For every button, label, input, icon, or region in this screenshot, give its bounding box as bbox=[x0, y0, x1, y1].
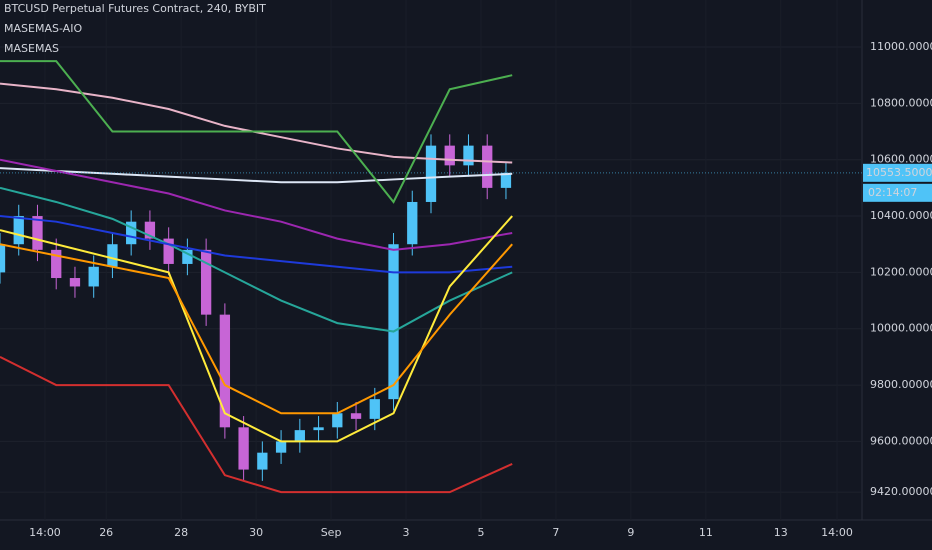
x-tick-label: Sep bbox=[321, 526, 342, 539]
x-tick-label: 26 bbox=[99, 526, 113, 539]
candle-body bbox=[238, 427, 249, 470]
candle-body bbox=[88, 266, 99, 287]
candle-body bbox=[126, 221, 137, 245]
candle-body bbox=[257, 452, 268, 470]
countdown: 02:14:07 bbox=[868, 186, 917, 199]
x-tick-label: 9 bbox=[627, 526, 634, 539]
x-tick-label: 14:00 bbox=[821, 526, 853, 539]
candle-body bbox=[107, 244, 118, 267]
candle-body bbox=[350, 413, 362, 419]
x-tick-label: 28 bbox=[174, 526, 188, 539]
candle-body bbox=[294, 430, 305, 442]
candle-body bbox=[313, 427, 324, 431]
last-price-label: 10553.50000000 bbox=[866, 166, 932, 179]
y-tick-label: 10200.00000000 bbox=[870, 265, 932, 278]
candle-body bbox=[200, 249, 212, 315]
y-tick-label: 9600.00000000 bbox=[870, 434, 932, 447]
candle-body bbox=[388, 244, 399, 400]
candle-body bbox=[0, 244, 6, 273]
indicator-line bbox=[0, 186, 513, 333]
indicator-line bbox=[0, 60, 513, 204]
indicator-label[interactable]: MASEMAS bbox=[4, 42, 59, 55]
countdown-badge bbox=[863, 183, 932, 202]
candle-body bbox=[332, 413, 343, 428]
x-tick-label: 30 bbox=[249, 526, 263, 539]
candle-body bbox=[32, 216, 43, 250]
y-tick-label: 10000.00000000 bbox=[870, 322, 932, 335]
x-tick-label: 11 bbox=[699, 526, 713, 539]
indicator-line bbox=[0, 215, 513, 274]
candle-body bbox=[51, 249, 62, 279]
indicator-label[interactable]: MASEMAS-AIO bbox=[4, 22, 82, 35]
price-badge bbox=[863, 163, 932, 182]
indicator-line bbox=[0, 243, 513, 415]
candle-body bbox=[275, 441, 287, 453]
candle-body bbox=[500, 172, 512, 188]
x-tick-label: 5 bbox=[477, 526, 484, 539]
y-tick-label: 10600.00000000 bbox=[870, 153, 932, 166]
chart-title: BTCUSD Perpetual Futures Contract, 240, … bbox=[4, 2, 266, 15]
y-tick-label: 9800.00000000 bbox=[870, 378, 932, 391]
candle-body bbox=[463, 145, 474, 166]
indicator-line bbox=[0, 158, 513, 251]
candle-body bbox=[144, 221, 156, 239]
candle-body bbox=[407, 201, 418, 245]
candle-body bbox=[425, 145, 437, 202]
candle-body bbox=[482, 145, 493, 188]
candle-body bbox=[369, 399, 380, 419]
candle-body bbox=[182, 249, 193, 264]
candle-body bbox=[69, 278, 81, 287]
y-tick-label: 11000.00000000 bbox=[870, 40, 932, 53]
candle-body bbox=[444, 145, 455, 166]
candle-body bbox=[13, 216, 24, 245]
y-tick-label: 9420.00000000 bbox=[870, 485, 932, 498]
y-tick-label: 10400.00000000 bbox=[870, 209, 932, 222]
x-tick-label: 14:00 bbox=[29, 526, 61, 539]
y-tick-label: 10800.00000000 bbox=[870, 96, 932, 109]
indicator-line bbox=[0, 356, 513, 494]
x-tick-label: 13 bbox=[774, 526, 788, 539]
x-tick-label: 7 bbox=[552, 526, 559, 539]
candle-body bbox=[219, 314, 231, 428]
candle-body bbox=[163, 238, 174, 264]
x-tick-label: 3 bbox=[403, 526, 410, 539]
